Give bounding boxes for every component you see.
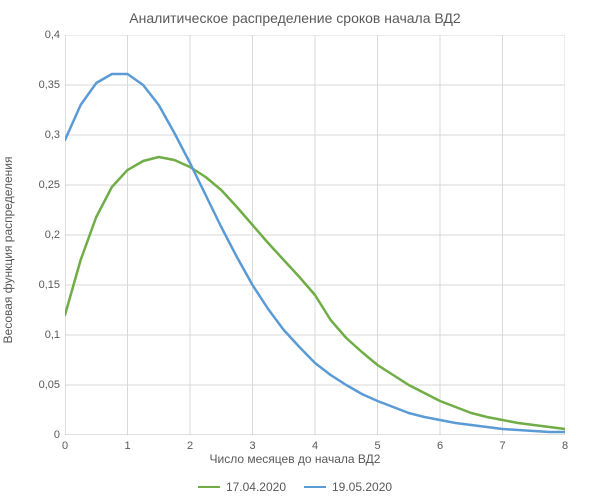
chart-container: { "chart": { "type": "line", "title": "А… <box>0 0 590 500</box>
y-tick-label: 0,3 <box>45 129 60 141</box>
legend-label-1: 19.05.2020 <box>332 480 392 494</box>
y-tick-label: 0,05 <box>39 379 60 391</box>
x-tick-label: 1 <box>124 440 130 452</box>
x-tick-label: 2 <box>187 440 193 452</box>
legend-item-0: 17.04.2020 <box>198 480 286 494</box>
y-axis-label: Весовая функция распределения <box>1 157 15 344</box>
x-tick-label: 7 <box>499 440 505 452</box>
y-tick-label: 0,15 <box>39 279 60 291</box>
legend-swatch-icon <box>198 486 220 488</box>
plot-area <box>65 35 565 435</box>
chart-title: Аналитическое распределение сроков начал… <box>0 10 590 26</box>
x-tick-label: 4 <box>312 440 318 452</box>
legend-item-1: 19.05.2020 <box>304 480 392 494</box>
y-tick-label: 0,2 <box>45 229 60 241</box>
y-tick-label: 0,4 <box>45 29 60 41</box>
legend-swatch-icon <box>304 486 326 488</box>
x-tick-label: 3 <box>249 440 255 452</box>
x-tick-label: 6 <box>437 440 443 452</box>
x-tick-label: 8 <box>562 440 568 452</box>
gridlines <box>65 35 565 435</box>
y-tick-label: 0,35 <box>39 79 60 91</box>
legend-label-0: 17.04.2020 <box>226 480 286 494</box>
x-axis-label: Число месяцев до начала ВД2 <box>0 452 590 466</box>
y-tick-label: 0,1 <box>45 329 60 341</box>
y-tick-label: 0 <box>54 429 60 441</box>
x-tick-label: 0 <box>62 440 68 452</box>
legend: 17.04.2020 19.05.2020 <box>0 480 590 494</box>
x-tick-label: 5 <box>374 440 380 452</box>
y-tick-label: 0,25 <box>39 179 60 191</box>
